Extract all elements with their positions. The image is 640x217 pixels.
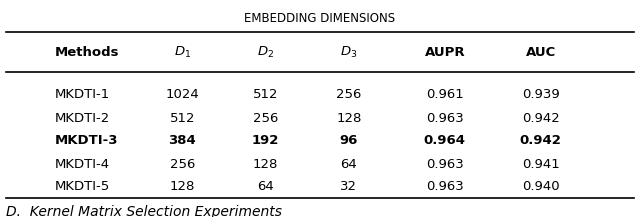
Text: $\mathit{D}_1$: $\mathit{D}_1$ <box>174 44 191 59</box>
Text: AUPR: AUPR <box>424 46 465 59</box>
Text: 0.963: 0.963 <box>426 112 463 125</box>
Text: 0.963: 0.963 <box>426 158 463 171</box>
Text: D.  Kernel Matrix Selection Experiments: D. Kernel Matrix Selection Experiments <box>6 205 282 217</box>
Text: 0.941: 0.941 <box>522 158 559 171</box>
Text: 96: 96 <box>340 135 358 148</box>
Text: MKDTI-5: MKDTI-5 <box>54 181 109 194</box>
Text: 0.964: 0.964 <box>424 135 466 148</box>
Text: 128: 128 <box>170 181 195 194</box>
Text: 512: 512 <box>170 112 195 125</box>
Text: 384: 384 <box>168 135 196 148</box>
Text: 32: 32 <box>340 181 357 194</box>
Text: 0.942: 0.942 <box>520 135 562 148</box>
Text: EMBEDDING DIMENSIONS: EMBEDDING DIMENSIONS <box>244 12 396 25</box>
Text: 0.940: 0.940 <box>522 181 559 194</box>
Text: 0.939: 0.939 <box>522 89 559 102</box>
Text: 64: 64 <box>340 158 357 171</box>
Text: MKDTI-3: MKDTI-3 <box>54 135 118 148</box>
Text: $\mathit{D}_3$: $\mathit{D}_3$ <box>340 44 358 59</box>
Text: MKDTI-1: MKDTI-1 <box>54 89 109 102</box>
Text: 256: 256 <box>253 112 278 125</box>
Text: MKDTI-4: MKDTI-4 <box>54 158 109 171</box>
Text: Methods: Methods <box>54 46 119 59</box>
Text: $\mathit{D}_2$: $\mathit{D}_2$ <box>257 44 274 59</box>
Text: 192: 192 <box>252 135 279 148</box>
Text: AUC: AUC <box>525 46 556 59</box>
Text: 256: 256 <box>170 158 195 171</box>
Text: 64: 64 <box>257 181 274 194</box>
Text: 512: 512 <box>253 89 278 102</box>
Text: 0.961: 0.961 <box>426 89 463 102</box>
Text: MKDTI-2: MKDTI-2 <box>54 112 109 125</box>
Text: 0.963: 0.963 <box>426 181 463 194</box>
Text: 1024: 1024 <box>166 89 199 102</box>
Text: 128: 128 <box>253 158 278 171</box>
Text: 0.942: 0.942 <box>522 112 559 125</box>
Text: 256: 256 <box>336 89 362 102</box>
Text: 128: 128 <box>336 112 362 125</box>
